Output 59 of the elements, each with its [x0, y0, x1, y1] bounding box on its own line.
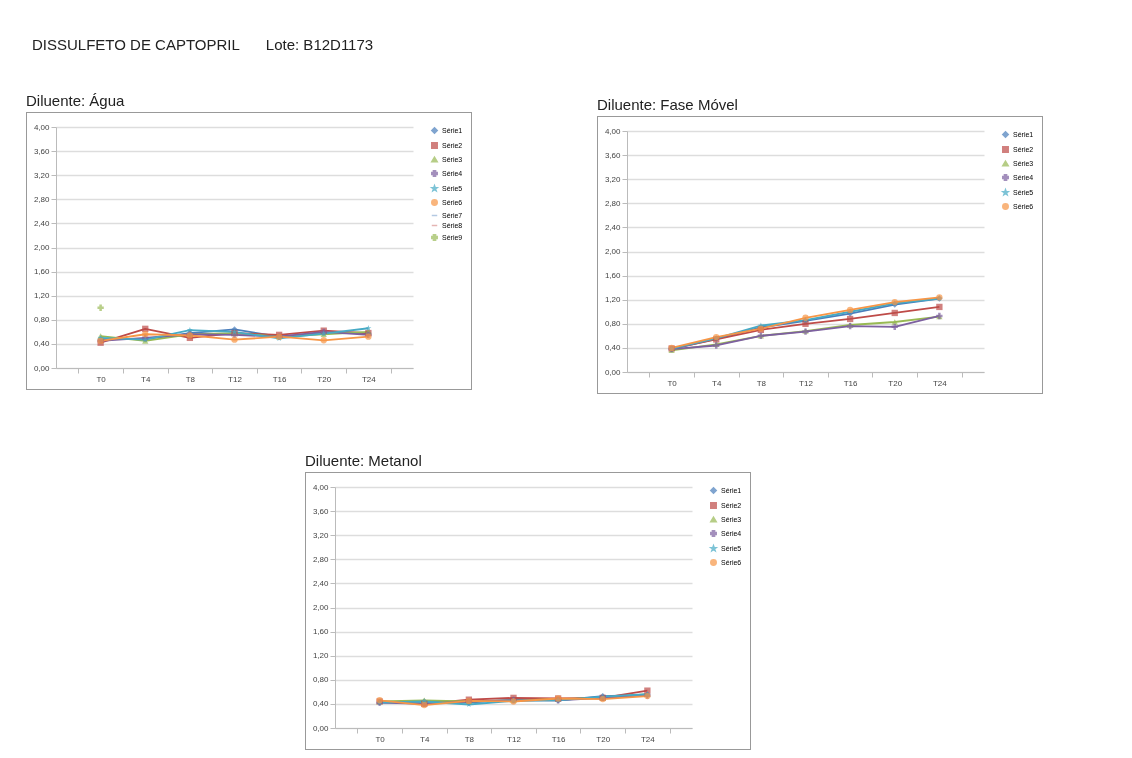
chart-title: Diluente: Água — [26, 92, 126, 111]
x-tick-label: T24 — [361, 374, 377, 384]
x-tick-label: T0 — [667, 378, 678, 388]
y-tick-label: 1,60 — [33, 267, 51, 277]
y-tick-label: 1,20 — [33, 291, 51, 301]
y-tick-label: 3,20 — [604, 174, 622, 184]
text: Lote: B12D1173 — [265, 36, 374, 53]
x-tick-label: T12 — [507, 734, 522, 744]
y-tick-label: 2,40 — [604, 222, 622, 232]
x-tick-label: T0 — [96, 374, 107, 384]
x-tick-label: T20 — [317, 374, 332, 384]
x-tick-label: T24 — [640, 734, 656, 744]
x-tick-label: T4 — [141, 374, 151, 384]
y-tick-label: 1,20 — [312, 651, 330, 661]
y-tick-label: 2,00 — [604, 247, 622, 256]
y-tick-label: 4,00 — [33, 122, 51, 132]
y-tick-label: 2,00 — [312, 603, 330, 612]
y-tick-label: 3,60 — [312, 506, 330, 516]
y-tick-label: 2,80 — [312, 554, 330, 564]
text: DISSULFETO DE CAPTOPRIL — [32, 36, 240, 53]
x-tick-label: T8 — [185, 374, 196, 384]
x-tick-label: T16 — [272, 374, 288, 384]
y-tick-label: 2,80 — [604, 198, 622, 208]
y-tick-label: 4,00 — [312, 482, 330, 492]
y-tick-label: 0,00 — [312, 723, 330, 733]
x-tick-label: T20 — [596, 734, 611, 744]
y-tick-label: 0,80 — [312, 675, 330, 685]
y-tick-label: 0,40 — [604, 343, 622, 353]
y-tick-label: 0,80 — [604, 319, 622, 329]
x-tick-label: T4 — [712, 378, 722, 388]
y-tick-label: 0,00 — [604, 367, 622, 377]
y-tick-label: 2,00 — [33, 243, 51, 252]
y-tick-label: 3,60 — [604, 150, 622, 160]
x-tick-label: T4 — [420, 734, 430, 744]
y-tick-label: 2,40 — [312, 578, 330, 588]
y-tick-label: 2,80 — [33, 194, 51, 204]
chart-title: Diluente: Metanol — [305, 452, 423, 471]
x-tick-label: T16 — [551, 734, 567, 744]
y-tick-label: 0,40 — [33, 339, 51, 349]
y-tick-label: 0,40 — [312, 699, 330, 709]
y-tick-label: 4,00 — [604, 126, 622, 136]
x-tick-label: T16 — [843, 378, 859, 388]
y-tick-label: 2,40 — [33, 218, 51, 228]
y-tick-label: 0,80 — [33, 315, 51, 325]
y-tick-label: 1,60 — [604, 271, 622, 281]
x-tick-label: T12 — [228, 374, 243, 384]
y-tick-label: 3,60 — [33, 146, 51, 156]
y-tick-label: 1,60 — [312, 627, 330, 637]
x-tick-label: T8 — [756, 378, 767, 388]
y-tick-label: 0,00 — [33, 363, 51, 373]
x-tick-label: T0 — [375, 734, 386, 744]
x-tick-label: T24 — [932, 378, 948, 388]
x-tick-label: T12 — [799, 378, 814, 388]
x-tick-label: T20 — [888, 378, 903, 388]
chart-title: Diluente: Fase Móvel — [597, 96, 739, 115]
x-tick-label: T8 — [464, 734, 475, 744]
y-tick-label: 3,20 — [33, 170, 51, 180]
y-tick-label: 3,20 — [312, 530, 330, 540]
y-tick-label: 1,20 — [604, 295, 622, 305]
